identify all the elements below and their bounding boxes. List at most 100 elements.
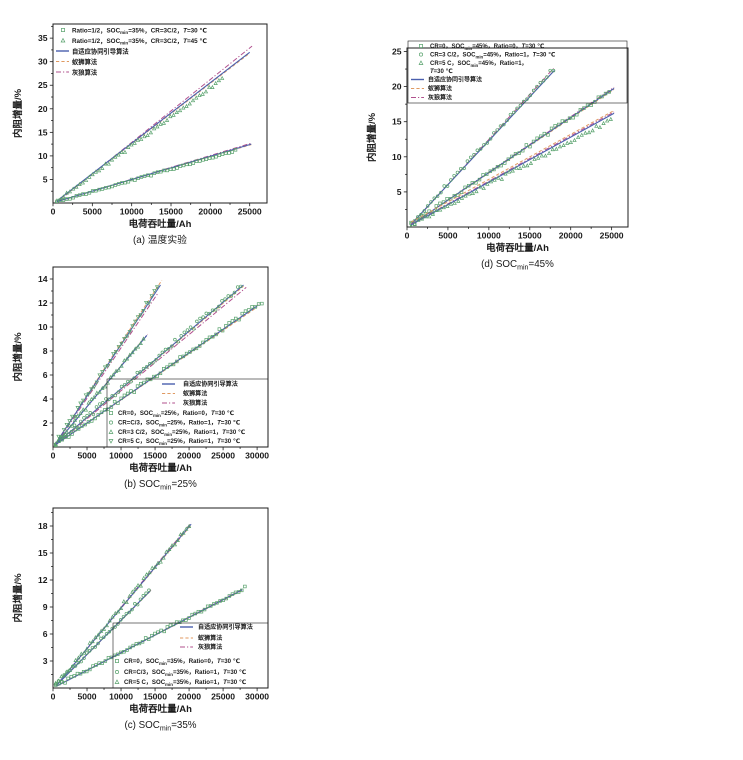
data-marker <box>204 338 208 342</box>
data-marker <box>83 422 87 427</box>
data-marker <box>135 137 141 142</box>
data-marker <box>75 413 80 418</box>
data-marker <box>155 374 159 378</box>
legend-item: 灰狼算法 <box>162 399 207 407</box>
data-marker <box>110 626 114 631</box>
data-marker <box>54 444 58 447</box>
data-marker <box>116 390 121 394</box>
data-marker <box>68 668 72 672</box>
series-group <box>409 86 615 226</box>
data-marker <box>103 161 108 166</box>
legend-label: CR=3 C/2，SOCmin=45%，Ratio=1，T=30 ℃ <box>430 52 555 60</box>
data-marker <box>477 184 483 189</box>
data-marker <box>104 632 109 636</box>
y-tick-label: 25 <box>392 47 402 57</box>
data-marker <box>105 364 110 369</box>
data-marker <box>492 167 496 172</box>
data-marker <box>152 289 157 294</box>
legend-item: CR=C/3，SOCmin=35%，Ratio=1，T=30 ℃ <box>115 669 246 677</box>
legend-label: CR=5 C，SOCmin=45%，Ratio=1， <box>430 61 528 68</box>
data-marker <box>474 189 479 194</box>
data-marker <box>60 436 64 440</box>
data-marker <box>119 384 124 389</box>
data-marker <box>94 405 99 409</box>
legend-label: 蚁狮算法 <box>428 85 452 93</box>
data-marker <box>100 165 105 170</box>
data-marker <box>126 180 131 184</box>
y-tick-label: 9 <box>43 602 48 612</box>
data-marker <box>116 182 121 186</box>
data-marker <box>99 636 103 641</box>
legend-label: Ratio=1/2，SOCmin=35%，CR=3C/2，T=30 ℃ <box>72 27 207 35</box>
y-axis-label: 内阻增量/% <box>12 332 24 382</box>
data-marker <box>181 105 186 110</box>
data-marker <box>517 151 521 155</box>
data-marker <box>116 367 121 372</box>
data-marker <box>603 91 608 96</box>
data-marker <box>139 136 144 141</box>
data-marker <box>211 156 215 160</box>
data-marker <box>175 537 180 542</box>
data-marker <box>488 179 494 184</box>
data-marker <box>144 365 149 369</box>
data-marker <box>129 177 134 182</box>
data-marker <box>140 640 145 644</box>
data-marker <box>218 599 222 603</box>
data-marker <box>168 167 173 171</box>
data-marker <box>80 398 86 403</box>
data-marker <box>84 646 90 651</box>
legend-item: CR=0，SOCmin=35%，Ratio=0，T=30 ℃ <box>115 658 240 666</box>
legend-label: 自适应协同引导算法 <box>72 46 129 55</box>
data-marker <box>144 591 148 596</box>
data-marker <box>539 153 544 158</box>
data-marker <box>505 118 509 122</box>
chart-svg-a: 0 5000 10000 15000 20000 25000 5 10 15 20 25 30 35 电荷… <box>12 23 268 246</box>
data-marker <box>177 108 183 113</box>
data-marker <box>201 158 205 162</box>
data-marker <box>181 354 186 359</box>
data-marker <box>142 134 147 139</box>
data-marker <box>470 181 475 185</box>
data-marker <box>149 174 153 178</box>
x-tick-label: 5000 <box>77 451 96 461</box>
data-marker <box>224 324 228 328</box>
data-marker <box>201 315 205 319</box>
data-marker <box>67 435 71 439</box>
data-marker <box>224 596 228 601</box>
chart-caption: (b) SOCmin=25% <box>124 479 197 492</box>
data-marker <box>191 347 195 352</box>
data-marker <box>141 336 146 341</box>
data-marker <box>521 163 526 168</box>
data-marker <box>116 345 121 350</box>
data-marker <box>171 112 176 117</box>
data-marker <box>100 661 104 665</box>
legend-marker-square <box>61 28 65 32</box>
data-marker <box>151 126 157 131</box>
series-group <box>53 279 163 447</box>
data-marker <box>148 377 153 382</box>
data-marker <box>227 321 231 325</box>
data-marker <box>235 285 240 289</box>
data-marker <box>168 362 172 367</box>
data-marker <box>178 164 183 168</box>
legend-marker-circle <box>419 52 423 57</box>
data-marker <box>435 194 440 198</box>
series-group <box>54 45 253 203</box>
data-marker <box>116 622 120 626</box>
x-tick-label: 20000 <box>177 692 201 702</box>
y-tick-label: 20 <box>392 82 402 92</box>
data-marker <box>135 344 141 349</box>
data-marker <box>568 139 573 144</box>
data-marker <box>152 374 156 379</box>
data-marker <box>194 95 199 100</box>
data-marker <box>187 101 192 106</box>
data-marker <box>122 393 127 398</box>
data-marker <box>107 397 111 401</box>
data-marker <box>212 602 216 606</box>
legend-label: T=30 ℃ <box>430 68 453 75</box>
data-marker <box>122 337 127 342</box>
data-marker <box>64 190 69 195</box>
data-marker <box>76 655 81 660</box>
